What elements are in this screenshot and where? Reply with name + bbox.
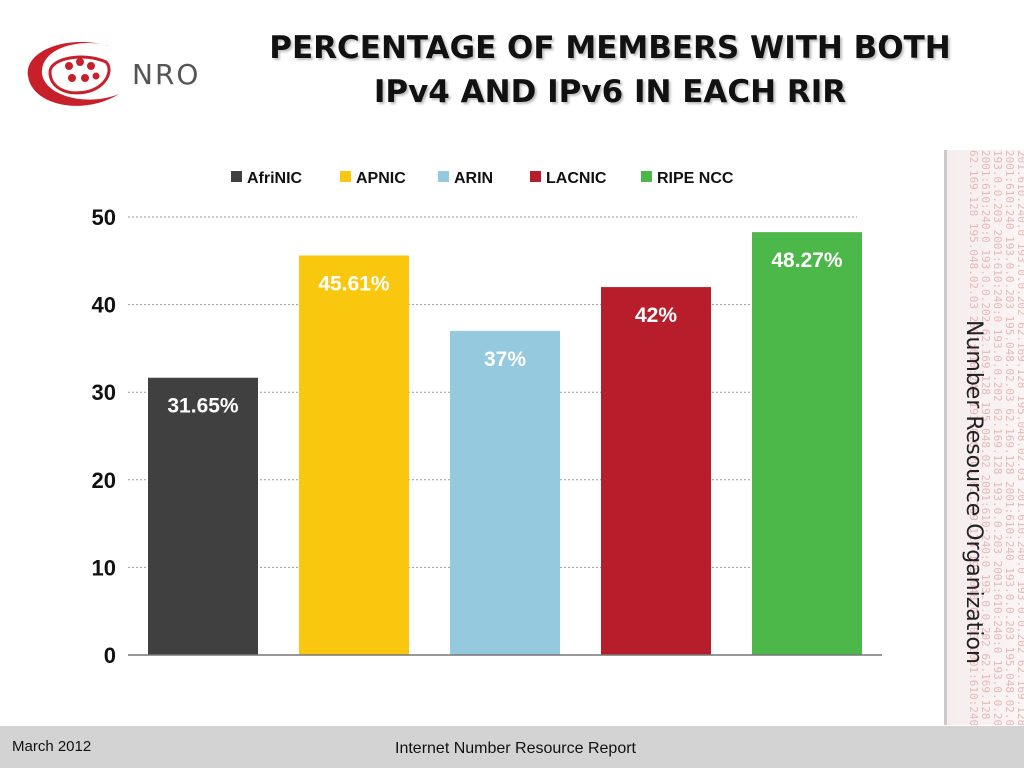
legend-label: APNIC	[356, 170, 406, 187]
legend-swatch	[231, 171, 242, 182]
bar-lacnic	[601, 287, 711, 655]
footer-bar: March 2012 Internet Number Resource Repo…	[0, 726, 1024, 768]
title-line-1: PERCENTAGE OF MEMBERS WITH BOTH	[269, 30, 951, 66]
y-tick-label: 10	[92, 555, 116, 580]
data-label: 31.65%	[167, 395, 239, 418]
bars	[148, 232, 862, 656]
bar-apnic	[299, 255, 409, 655]
legend-label: RIPE NCC	[657, 170, 734, 187]
legend-swatch	[641, 171, 652, 182]
title-line-2: IPv4 AND IPv6 IN EACH RIR	[373, 74, 847, 110]
y-tick-label: 30	[92, 380, 116, 405]
nro-logo	[27, 41, 120, 106]
logo-text: NRO	[132, 58, 201, 91]
legend-label: LACNIC	[546, 170, 607, 187]
data-label: 42%	[635, 304, 677, 327]
legend-swatch	[340, 171, 351, 182]
y-tick-label: 0	[104, 643, 116, 668]
y-tick-label: 40	[92, 293, 116, 318]
footer-report-title: Internet Number Resource Report	[395, 740, 636, 757]
side-decoration: 201.610.240.0 193.0.0.202 62.169.128 195…	[944, 150, 1024, 725]
slide-title: PERCENTAGE OF MEMBERS WITH BOTH IPv4 AND…	[210, 26, 1010, 114]
data-label: 37%	[484, 348, 526, 371]
data-labels: 31.65% 45.61% 37% 42% 48.27%	[167, 249, 843, 418]
legend-swatch	[438, 171, 449, 182]
bar-arin	[450, 330, 560, 655]
y-tick-label: 50	[92, 205, 116, 230]
chart-legend: AfriNIC APNIC ARIN LACNIC RIPE NCC	[231, 170, 734, 187]
footer-date: March 2012	[12, 738, 92, 755]
legend-swatch	[530, 171, 541, 182]
nro-logo-mark	[27, 41, 120, 106]
y-axis-ticks: 0 10 20 30 40 50	[92, 205, 116, 668]
bar-afrinic	[148, 377, 258, 655]
data-label: 48.27%	[771, 249, 843, 272]
data-label: 45.61%	[318, 272, 390, 295]
bar-ripe-ncc	[752, 232, 862, 656]
y-tick-label: 20	[92, 468, 116, 493]
legend-label: AfriNIC	[247, 170, 303, 187]
legend-label: ARIN	[454, 170, 493, 187]
